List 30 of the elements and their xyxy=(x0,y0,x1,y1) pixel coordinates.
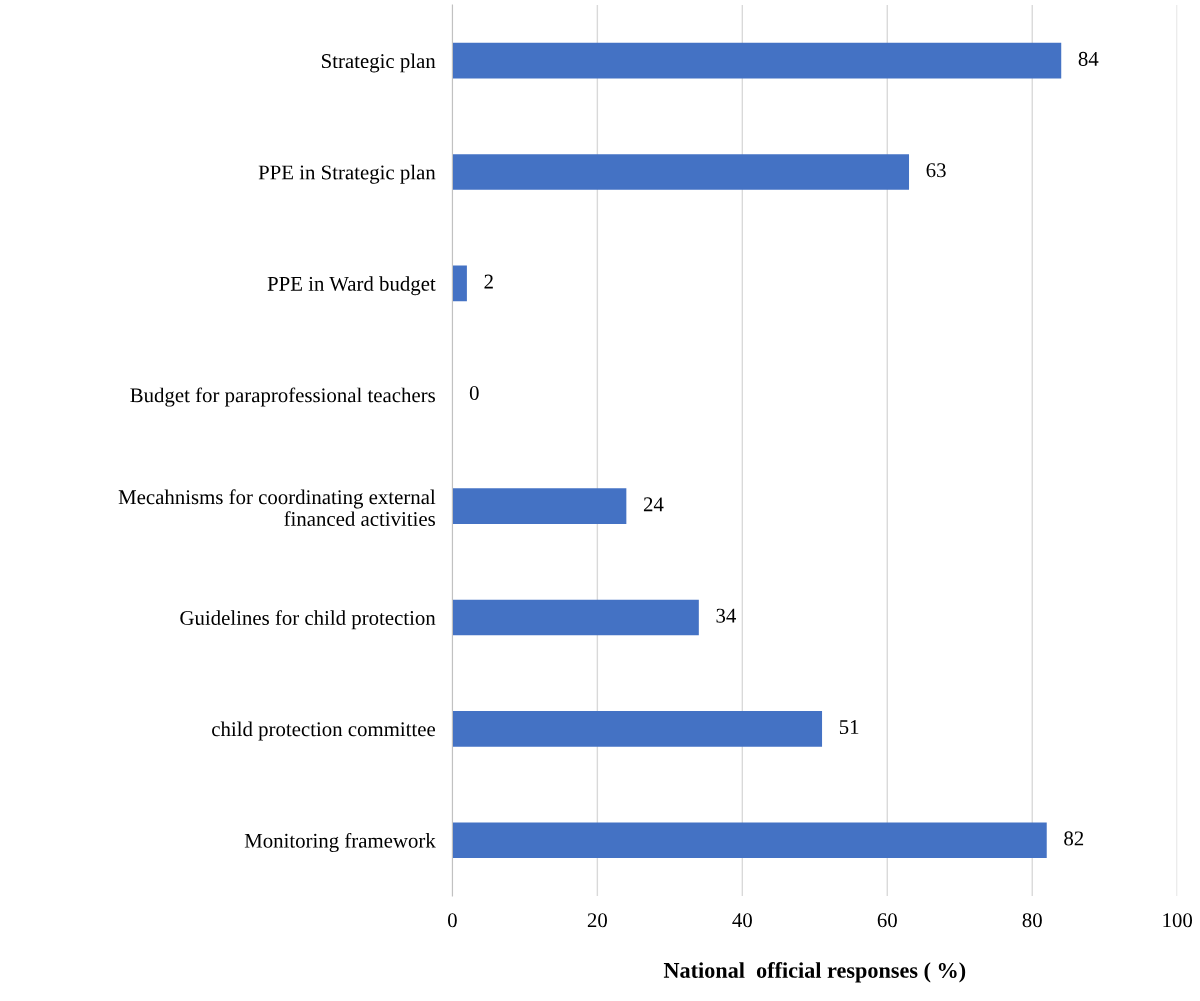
bar xyxy=(452,711,823,747)
y-tick-label: Mecahnisms for coordinating external financed activities xyxy=(118,489,436,527)
x-tick-label: 0 xyxy=(447,913,457,928)
bar xyxy=(452,42,1062,79)
x-tick-label: 100 xyxy=(1163,913,1193,928)
data-label: 51 xyxy=(839,720,859,735)
x-tick-label: 60 xyxy=(877,913,897,928)
y-tick-label: PPE in Ward budget xyxy=(267,276,436,296)
y-tick-label: Strategic plan xyxy=(322,53,436,73)
data-label: 2 xyxy=(484,274,493,289)
bar xyxy=(452,599,699,636)
bar xyxy=(452,265,467,302)
data-label: 24 xyxy=(643,497,664,512)
y-tick-label: child protection committee xyxy=(212,721,436,741)
y-tick-label: Monitoring framework xyxy=(244,832,436,853)
bar xyxy=(452,488,627,524)
data-label: 82 xyxy=(1064,831,1084,846)
data-label: 34 xyxy=(716,608,737,623)
x-tick-label: 80 xyxy=(1022,913,1042,928)
x-tick-label: 40 xyxy=(732,913,752,928)
y-tick-label: PPE in Strategic plan xyxy=(258,164,436,184)
data-label: 63 xyxy=(926,163,946,178)
bar xyxy=(452,154,910,190)
y-tick-label: Budget for paraprofessional teachers xyxy=(130,387,435,407)
x-axis-title: National official responses ( %) xyxy=(663,962,966,983)
y-tick-label: Guidelines for child protection xyxy=(180,610,436,630)
data-label: 0 xyxy=(469,385,479,400)
data-label: 84 xyxy=(1078,51,1099,66)
bar xyxy=(452,822,1047,859)
x-tick-label: 20 xyxy=(587,913,607,928)
